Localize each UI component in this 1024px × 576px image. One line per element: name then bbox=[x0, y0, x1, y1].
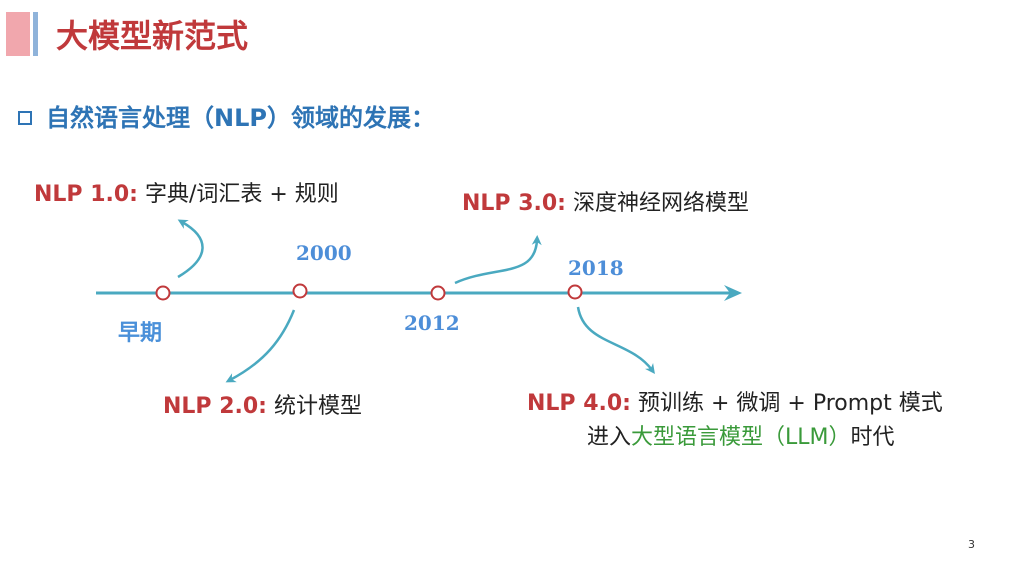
section-heading: 自然语言处理（NLP）领域的发展： bbox=[18, 100, 435, 136]
arrow-nlp1 bbox=[177, 219, 204, 279]
year-2012: 2012 bbox=[404, 311, 460, 335]
stage-nlp3-text: 深度神经网络模型 bbox=[565, 191, 749, 216]
timeline-node-2012 bbox=[430, 285, 446, 301]
arrow-nlp4 bbox=[576, 306, 655, 375]
stage-nlp2-prefix: NLP 2.0: bbox=[163, 394, 267, 419]
stage-nlp1: NLP 1.0: 字典/词汇表 + 规则 bbox=[34, 180, 339, 210]
checkbox-bullet-icon bbox=[18, 111, 32, 125]
timeline-node-2000 bbox=[292, 283, 308, 299]
stage-nlp4-line2-before: 进入 bbox=[587, 425, 632, 450]
title-accent-blue bbox=[33, 12, 38, 56]
timeline-node-2018 bbox=[567, 284, 583, 300]
stage-nlp4-line2-after: 时代 bbox=[850, 425, 895, 450]
early-label: 早期 bbox=[118, 321, 163, 346]
stage-nlp2-text: 统计模型 bbox=[266, 394, 362, 419]
stage-nlp4-line2: 进入大型语言模型（LLM）时代 bbox=[587, 423, 895, 453]
arrow-nlp2 bbox=[225, 309, 296, 383]
arrow-nlp3 bbox=[454, 235, 542, 285]
year-2018: 2018 bbox=[568, 256, 624, 280]
year-2000: 2000 bbox=[296, 241, 352, 265]
stage-nlp1-text: 字典/词汇表 + 规则 bbox=[137, 182, 339, 207]
slide-title: 大模型新范式 bbox=[56, 17, 249, 55]
stage-nlp2: NLP 2.0: 统计模型 bbox=[163, 392, 362, 422]
stage-nlp4-text: 预训练 + 微调 + Prompt 模式 bbox=[630, 391, 943, 416]
llm-era-highlight: 大型语言模型（LLM） bbox=[631, 425, 851, 450]
timeline-node-early bbox=[155, 285, 171, 301]
title-accent-pink bbox=[6, 12, 30, 56]
stage-nlp1-prefix: NLP 1.0: bbox=[34, 182, 138, 207]
stage-nlp3-prefix: NLP 3.0: bbox=[462, 191, 566, 216]
stage-nlp3: NLP 3.0: 深度神经网络模型 bbox=[462, 189, 749, 219]
stage-nlp4: NLP 4.0: 预训练 + 微调 + Prompt 模式 bbox=[527, 389, 943, 419]
page-number: 3 bbox=[968, 538, 975, 551]
stage-nlp4-prefix: NLP 4.0: bbox=[527, 391, 631, 416]
section-heading-text: 自然语言处理（NLP）领域的发展： bbox=[46, 104, 435, 132]
